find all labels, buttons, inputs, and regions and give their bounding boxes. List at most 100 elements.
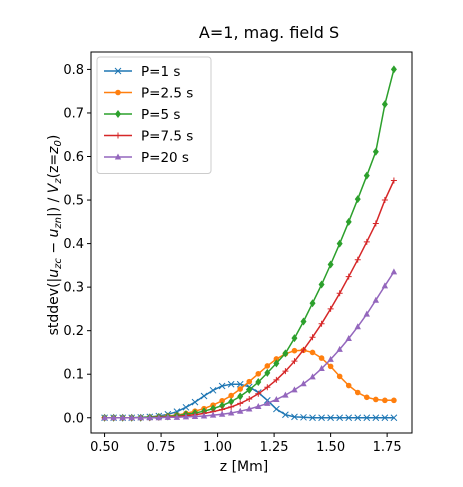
data-point [354,414,362,422]
marker-triangle-shape [291,386,298,393]
marker-triangle-shape [345,335,352,342]
marker-triangle-shape [200,412,208,419]
data-point [372,296,380,303]
marker-diamond-shape [318,280,325,289]
marker-plus-shape [300,346,307,353]
marker-triangle-shape [155,414,163,421]
data-point [381,414,389,422]
legend: P=1 s P=2.5 s P=5 s P=7.5 s P=20 s [96,56,212,174]
marker-x-shape [218,382,226,390]
marker-triangle-shape [327,355,334,362]
marker-circle-shape [345,382,352,389]
y-tick-label: 0.8 [63,63,84,78]
marker-x-shape [336,414,344,422]
marker-triangle-shape [182,413,190,420]
marker-x-shape [114,67,122,75]
marker-triangle-shape [381,282,389,289]
data-point [390,65,397,74]
marker-circle-shape [336,373,343,380]
data-point [372,220,379,227]
data-point [291,413,298,421]
data-point [164,413,172,420]
data-point [291,386,298,393]
data-point [300,380,307,387]
data-point [273,376,280,383]
marker-plus-shape [309,334,316,341]
marker-plus-shape [354,256,361,263]
marker-diamond-shape [246,385,253,394]
marker-diamond-shape [273,359,280,368]
marker-triangle-shape [264,399,271,406]
legend-label: P=7.5 s [141,129,193,145]
marker-plus-shape [318,320,325,327]
legend-entry: P=7.5 s [104,129,193,145]
marker-diamond-shape [381,100,388,109]
data-point [382,397,388,404]
legend-label: P=1 s [141,64,180,80]
data-point [327,414,334,422]
x-tick-label: 0.75 [147,440,176,455]
y-tick-label: 0.0 [63,411,84,426]
marker-plus-shape [372,220,379,227]
data-point [200,392,208,400]
marker-x-shape [345,414,353,422]
marker-circle-shape [115,89,121,96]
data-point [246,385,253,394]
data-point [137,414,144,421]
data-point [363,238,370,245]
data-point [391,397,397,404]
data-point [264,399,271,406]
marker-circle-shape [273,356,280,362]
legend-label: P=20 s [141,150,189,166]
data-point [327,305,334,312]
marker-triangle-shape [336,345,343,352]
x-axis-label: z [Mm] [220,459,268,475]
marker-triangle-shape [273,395,280,402]
marker-triangle-shape [246,405,253,412]
data-point [363,414,371,422]
marker-circle-shape [373,396,379,403]
marker-x-shape [227,380,235,388]
data-point [236,380,244,388]
data-point [318,414,325,422]
y-tick-label: 0.6 [63,150,84,165]
data-point [255,378,262,387]
data-point [218,410,226,417]
marker-circle-shape [255,370,262,377]
data-point [227,380,235,388]
data-point [282,411,289,419]
marker-x-shape [291,413,298,421]
marker-triangle-shape [354,323,361,330]
marker-plus-shape [246,396,253,403]
marker-diamond-shape [228,397,235,406]
marker-x-shape [273,405,280,413]
legend-entry: P=1 s [104,64,180,80]
x-tick-label: 1.75 [373,440,402,455]
data-point [173,413,181,420]
marker-x-shape [209,386,217,394]
marker-x-shape [200,392,208,400]
data-point [191,412,199,419]
data-point [273,356,280,362]
marker-x-shape [363,414,371,422]
data-point [354,256,361,263]
marker-x-shape [282,411,289,419]
series-5 [101,268,398,421]
data-point [228,392,234,399]
data-point [255,402,262,409]
data-point [354,195,361,204]
data-point [318,365,325,372]
data-point [228,403,235,410]
marker-triangle-shape [164,413,172,420]
data-point [345,414,353,422]
data-point [191,398,199,406]
marker-diamond-shape [363,171,370,180]
data-point [209,411,217,418]
marker-plus-shape [336,290,343,297]
marker-x-shape [381,414,389,422]
marker-plus-shape [363,238,370,245]
data-point [119,414,126,421]
marker-circle-shape [382,397,388,404]
chart-title: A=1, mag. field S [199,23,339,42]
data-point [327,355,334,362]
